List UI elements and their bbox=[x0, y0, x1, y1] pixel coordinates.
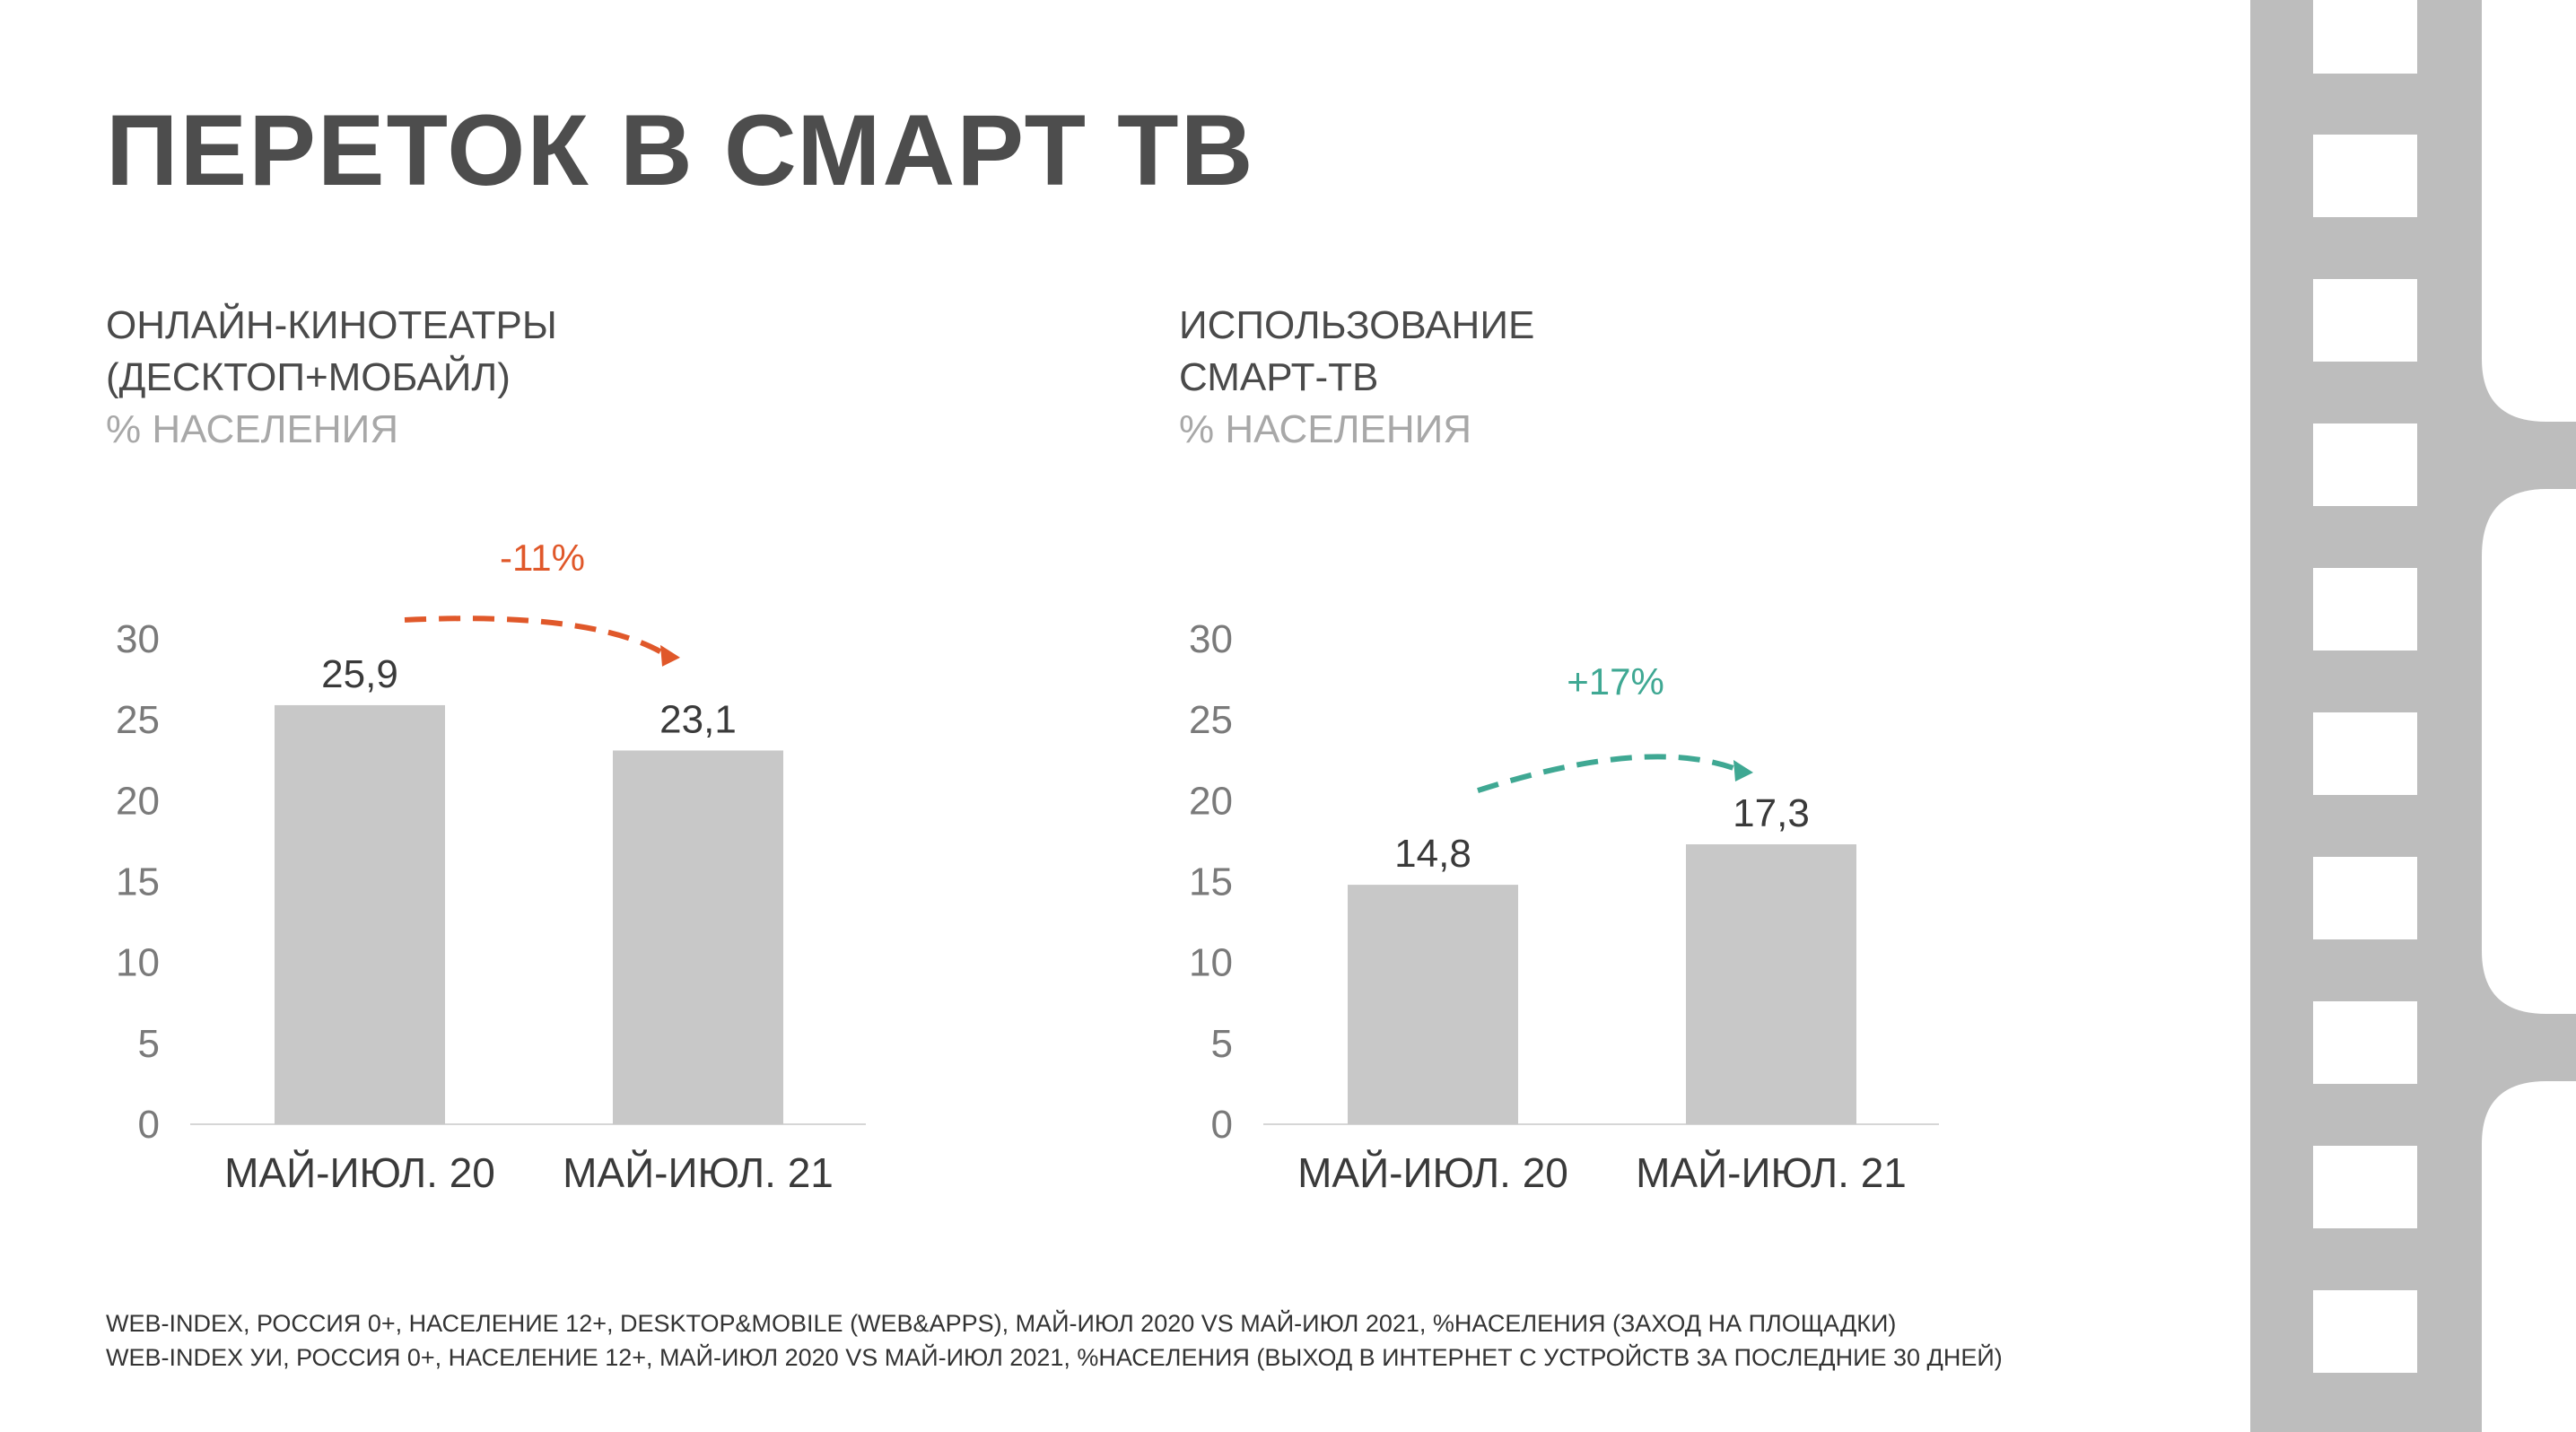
y-tick-label: 5 bbox=[1211, 1022, 1233, 1066]
bar bbox=[1686, 844, 1856, 1124]
change-arrow-line bbox=[1477, 754, 1742, 793]
panel-heading-line: СМАРТ-ТВ bbox=[1179, 355, 1379, 399]
film-hole bbox=[2313, 279, 2417, 362]
page-title: ПЕРЕТОК В СМАРТ ТВ bbox=[106, 94, 1255, 206]
source-footnote: WEB-INDEX, РОССИЯ 0+, НАСЕЛЕНИЕ 12+, DES… bbox=[106, 1306, 2003, 1375]
film-hole bbox=[2313, 135, 2417, 217]
smart-tv-bar-chart: 0 5 10 15 20 25 30 14,8 МАЙ-ИЮЛ. 20 17,3 МАЙ-ИЮЛ. … bbox=[1189, 617, 1939, 1196]
bar bbox=[1348, 885, 1518, 1124]
footnote-line: WEB-INDEX УИ, РОССИЯ 0+, НАСЕЛЕНИЕ 12+, … bbox=[106, 1344, 2003, 1371]
y-tick-label: 5 bbox=[138, 1022, 160, 1066]
y-tick-label: 25 bbox=[1189, 698, 1233, 742]
change-arrow-line bbox=[404, 616, 669, 659]
x-category-label: МАЙ-ИЮЛ. 20 bbox=[1297, 1149, 1568, 1196]
y-tick-label: 15 bbox=[1189, 860, 1233, 904]
bar-value-label: 25,9 bbox=[321, 652, 398, 696]
y-tick-label: 10 bbox=[116, 941, 160, 985]
panel-unit: % НАСЕЛЕНИЯ bbox=[1179, 407, 1472, 451]
y-tick-label: 20 bbox=[116, 779, 160, 823]
change-arrow-head bbox=[660, 644, 680, 667]
online-cinemas-bar-chart: 0 5 10 15 20 25 30 25,9 МАЙ-ИЮЛ. 20 23,1 МАЙ-ИЮЛ. … bbox=[116, 537, 866, 1196]
panel-heading-line: (ДЕСКТОП+МОБАЙЛ) bbox=[106, 355, 511, 399]
change-percent-label: +17% bbox=[1567, 660, 1664, 703]
bar-value-label: 14,8 bbox=[1394, 832, 1471, 876]
y-tick-label: 30 bbox=[116, 617, 160, 661]
y-tick-label: 25 bbox=[116, 698, 160, 742]
change-arrow-head bbox=[1733, 760, 1753, 782]
film-hole bbox=[2313, 1290, 2417, 1373]
film-hole bbox=[2313, 423, 2417, 506]
panel-heading-line: ОНЛАЙН-КИНОТЕАТРЫ bbox=[106, 303, 557, 347]
y-tick-label: 30 bbox=[1189, 617, 1233, 661]
y-tick-label: 10 bbox=[1189, 941, 1233, 985]
x-category-label: МАЙ-ИЮЛ. 21 bbox=[563, 1149, 834, 1196]
film-hole bbox=[2313, 568, 2417, 651]
bar bbox=[613, 750, 783, 1124]
x-category-label: МАЙ-ИЮЛ. 21 bbox=[1636, 1149, 1907, 1196]
y-tick-label: 0 bbox=[138, 1103, 160, 1147]
panel-unit: % НАСЕЛЕНИЯ bbox=[106, 407, 399, 451]
filmstrip-decoration bbox=[2250, 0, 2576, 1432]
change-percent-label: -11% bbox=[500, 537, 585, 579]
y-tick-label: 0 bbox=[1211, 1103, 1233, 1147]
x-category-label: МАЙ-ИЮЛ. 20 bbox=[224, 1149, 495, 1196]
film-hole bbox=[2313, 1001, 2417, 1084]
panel-heading-smart-tv: ИСПОЛЬЗОВАНИЕ СМАРТ-ТВ % НАСЕЛЕНИЯ bbox=[1179, 300, 1534, 456]
panel-heading-online-cinemas: ОНЛАЙН-КИНОТЕАТРЫ (ДЕСКТОП+МОБАЙЛ) % НАС… bbox=[106, 300, 557, 456]
film-hole bbox=[2313, 712, 2417, 795]
footnote-line: WEB-INDEX, РОССИЯ 0+, НАСЕЛЕНИЕ 12+, DES… bbox=[106, 1310, 1897, 1337]
film-hole bbox=[2313, 857, 2417, 939]
y-tick-label: 20 bbox=[1189, 779, 1233, 823]
film-hole bbox=[2313, 1146, 2417, 1228]
bar bbox=[275, 704, 445, 1124]
film-hole bbox=[2313, 0, 2417, 74]
bar-value-label: 23,1 bbox=[659, 697, 737, 741]
panel-heading-line: ИСПОЛЬЗОВАНИЕ bbox=[1179, 303, 1535, 347]
bar-value-label: 17,3 bbox=[1733, 791, 1810, 835]
y-tick-label: 15 bbox=[116, 860, 160, 904]
